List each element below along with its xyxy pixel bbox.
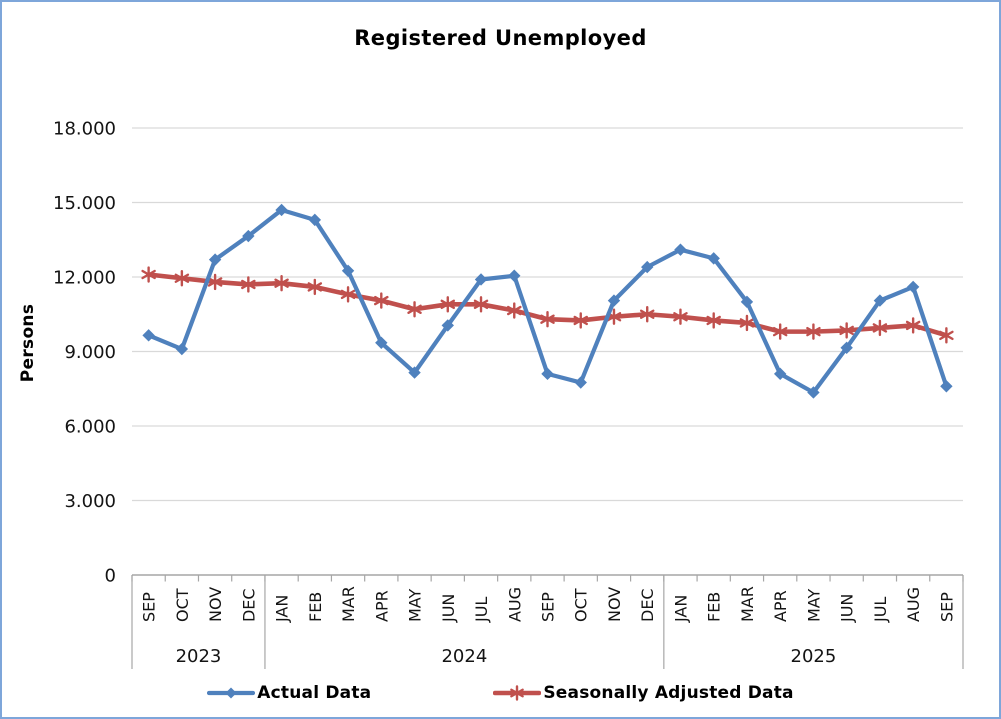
data-point-actual-data: [508, 269, 521, 282]
x-tick-label: MAY: [406, 588, 425, 622]
x-tick-label: APR: [771, 590, 790, 622]
data-point-seasonally-adjusted-data: [639, 306, 655, 323]
data-point-actual-data: [940, 380, 953, 393]
series-line-actual-data: [146, 207, 949, 395]
data-point-actual-data: [906, 280, 920, 294]
data-point-actual-data: [773, 367, 787, 381]
data-point-seasonally-adjusted-data: [573, 312, 589, 329]
data-point-actual-data: [873, 294, 887, 307]
data-point-seasonally-adjusted-data: [340, 286, 356, 303]
data-point-actual-data: [674, 243, 687, 256]
data-point-actual-data: [474, 273, 488, 286]
x-tick-label: AUG: [505, 587, 524, 622]
x-tick-label: APR: [372, 590, 391, 622]
y-tick-label: 3.000: [64, 491, 116, 512]
seasonally-adjusted-data-line-icon: [493, 685, 542, 701]
x-tick-label: OCT: [173, 588, 192, 622]
data-point-seasonally-adjusted-data: [307, 278, 323, 296]
data-point-seasonally-adjusted-data: [440, 296, 456, 313]
year-label: 2025: [791, 646, 837, 667]
data-point-seasonally-adjusted-data: [506, 302, 522, 319]
data-point-actual-data: [175, 342, 189, 356]
data-point-seasonally-adjusted-data: [207, 273, 223, 291]
x-tick-label: NOV: [605, 587, 624, 622]
data-point-seasonally-adjusted-data: [839, 322, 854, 339]
data-point-actual-data: [275, 203, 288, 217]
data-point-seasonally-adjusted-data: [374, 292, 389, 309]
x-tick-label: NOV: [206, 587, 225, 622]
data-point-actual-data: [707, 252, 720, 265]
x-tick-label: SEP: [140, 592, 159, 622]
actual-data-line-icon: [207, 687, 256, 699]
data-point-seasonally-adjusted-data: [274, 275, 289, 292]
data-point-seasonally-adjusted-data: [407, 301, 422, 318]
data-point-actual-data: [341, 264, 355, 277]
data-point-actual-data: [607, 294, 621, 307]
y-tick-label: 15.000: [53, 193, 116, 214]
legend-marker: [225, 687, 237, 699]
chart-title: Registered Unemployed: [354, 26, 647, 50]
data-point-actual-data: [740, 295, 754, 309]
data-point-actual-data: [541, 367, 554, 381]
y-tick-label: 9.000: [64, 342, 116, 363]
legend-label-actual-data: Actual Data: [257, 683, 372, 703]
x-tick-label: JAN: [671, 595, 690, 623]
x-tick-label: JUL: [871, 597, 890, 623]
x-tick-label: SEP: [539, 592, 558, 622]
data-point-actual-data: [441, 319, 454, 332]
legend-label-seasonally-adjusted-data: Seasonally Adjusted Data: [543, 683, 794, 703]
data-point-actual-data: [807, 386, 820, 399]
data-point-actual-data: [574, 376, 587, 389]
data-point-seasonally-adjusted-data: [174, 270, 190, 287]
y-tick-label: 12.000: [53, 268, 116, 289]
data-point-actual-data: [408, 366, 421, 379]
data-point-actual-data: [308, 213, 322, 227]
data-point-actual-data: [242, 229, 255, 243]
data-point-seasonally-adjusted-data: [241, 276, 256, 293]
data-point-seasonally-adjusted-data: [872, 319, 888, 337]
x-tick-label: FEB: [705, 592, 724, 622]
x-tick-label: DEC: [638, 588, 657, 622]
legend-item-seasonally-adjusted-data: Seasonally Adjusted Data: [493, 683, 794, 703]
data-point-seasonally-adjusted-data: [939, 327, 954, 344]
data-point-seasonally-adjusted-data: [739, 314, 755, 332]
data-point-actual-data: [840, 341, 853, 354]
x-tick-label: MAR: [738, 586, 757, 622]
year-label: 2024: [441, 646, 487, 667]
legend: Actual Data Seasonally Adjusted Data: [2, 683, 999, 703]
y-tick-label: 6.000: [64, 417, 116, 438]
y-tick-label: 18.000: [53, 119, 116, 140]
data-point-actual-data: [142, 329, 155, 342]
x-tick-label: OCT: [572, 588, 591, 622]
x-tick-label: MAR: [339, 586, 358, 622]
data-point-seasonally-adjusted-data: [905, 317, 921, 334]
legend-item-actual-data: Actual Data: [207, 683, 371, 703]
x-tick-label: MAY: [804, 588, 823, 622]
legend-marker: [510, 685, 525, 701]
y-tick-label: 0: [105, 566, 116, 587]
x-tick-label: DEC: [239, 588, 258, 622]
data-point-actual-data: [375, 336, 388, 350]
x-tick-label: JAN: [273, 595, 292, 623]
x-tick-label: FEB: [306, 592, 325, 622]
data-point-seasonally-adjusted-data: [772, 323, 788, 340]
x-tick-label: JUL: [472, 597, 491, 623]
x-tick-label: AUG: [904, 587, 923, 622]
year-label: 2023: [176, 646, 222, 667]
x-tick-label: JUN: [439, 594, 458, 623]
data-point-seasonally-adjusted-data: [806, 323, 821, 340]
x-tick-label: JUN: [838, 594, 857, 623]
x-tick-label: SEP: [937, 592, 956, 622]
data-point-seasonally-adjusted-data: [706, 312, 721, 329]
data-point-actual-data: [641, 260, 654, 274]
data-point-seasonally-adjusted-data: [540, 311, 555, 328]
data-point-seasonally-adjusted-data: [141, 266, 156, 283]
data-point-seasonally-adjusted-data: [673, 308, 688, 325]
data-point-seasonally-adjusted-data: [473, 296, 489, 313]
